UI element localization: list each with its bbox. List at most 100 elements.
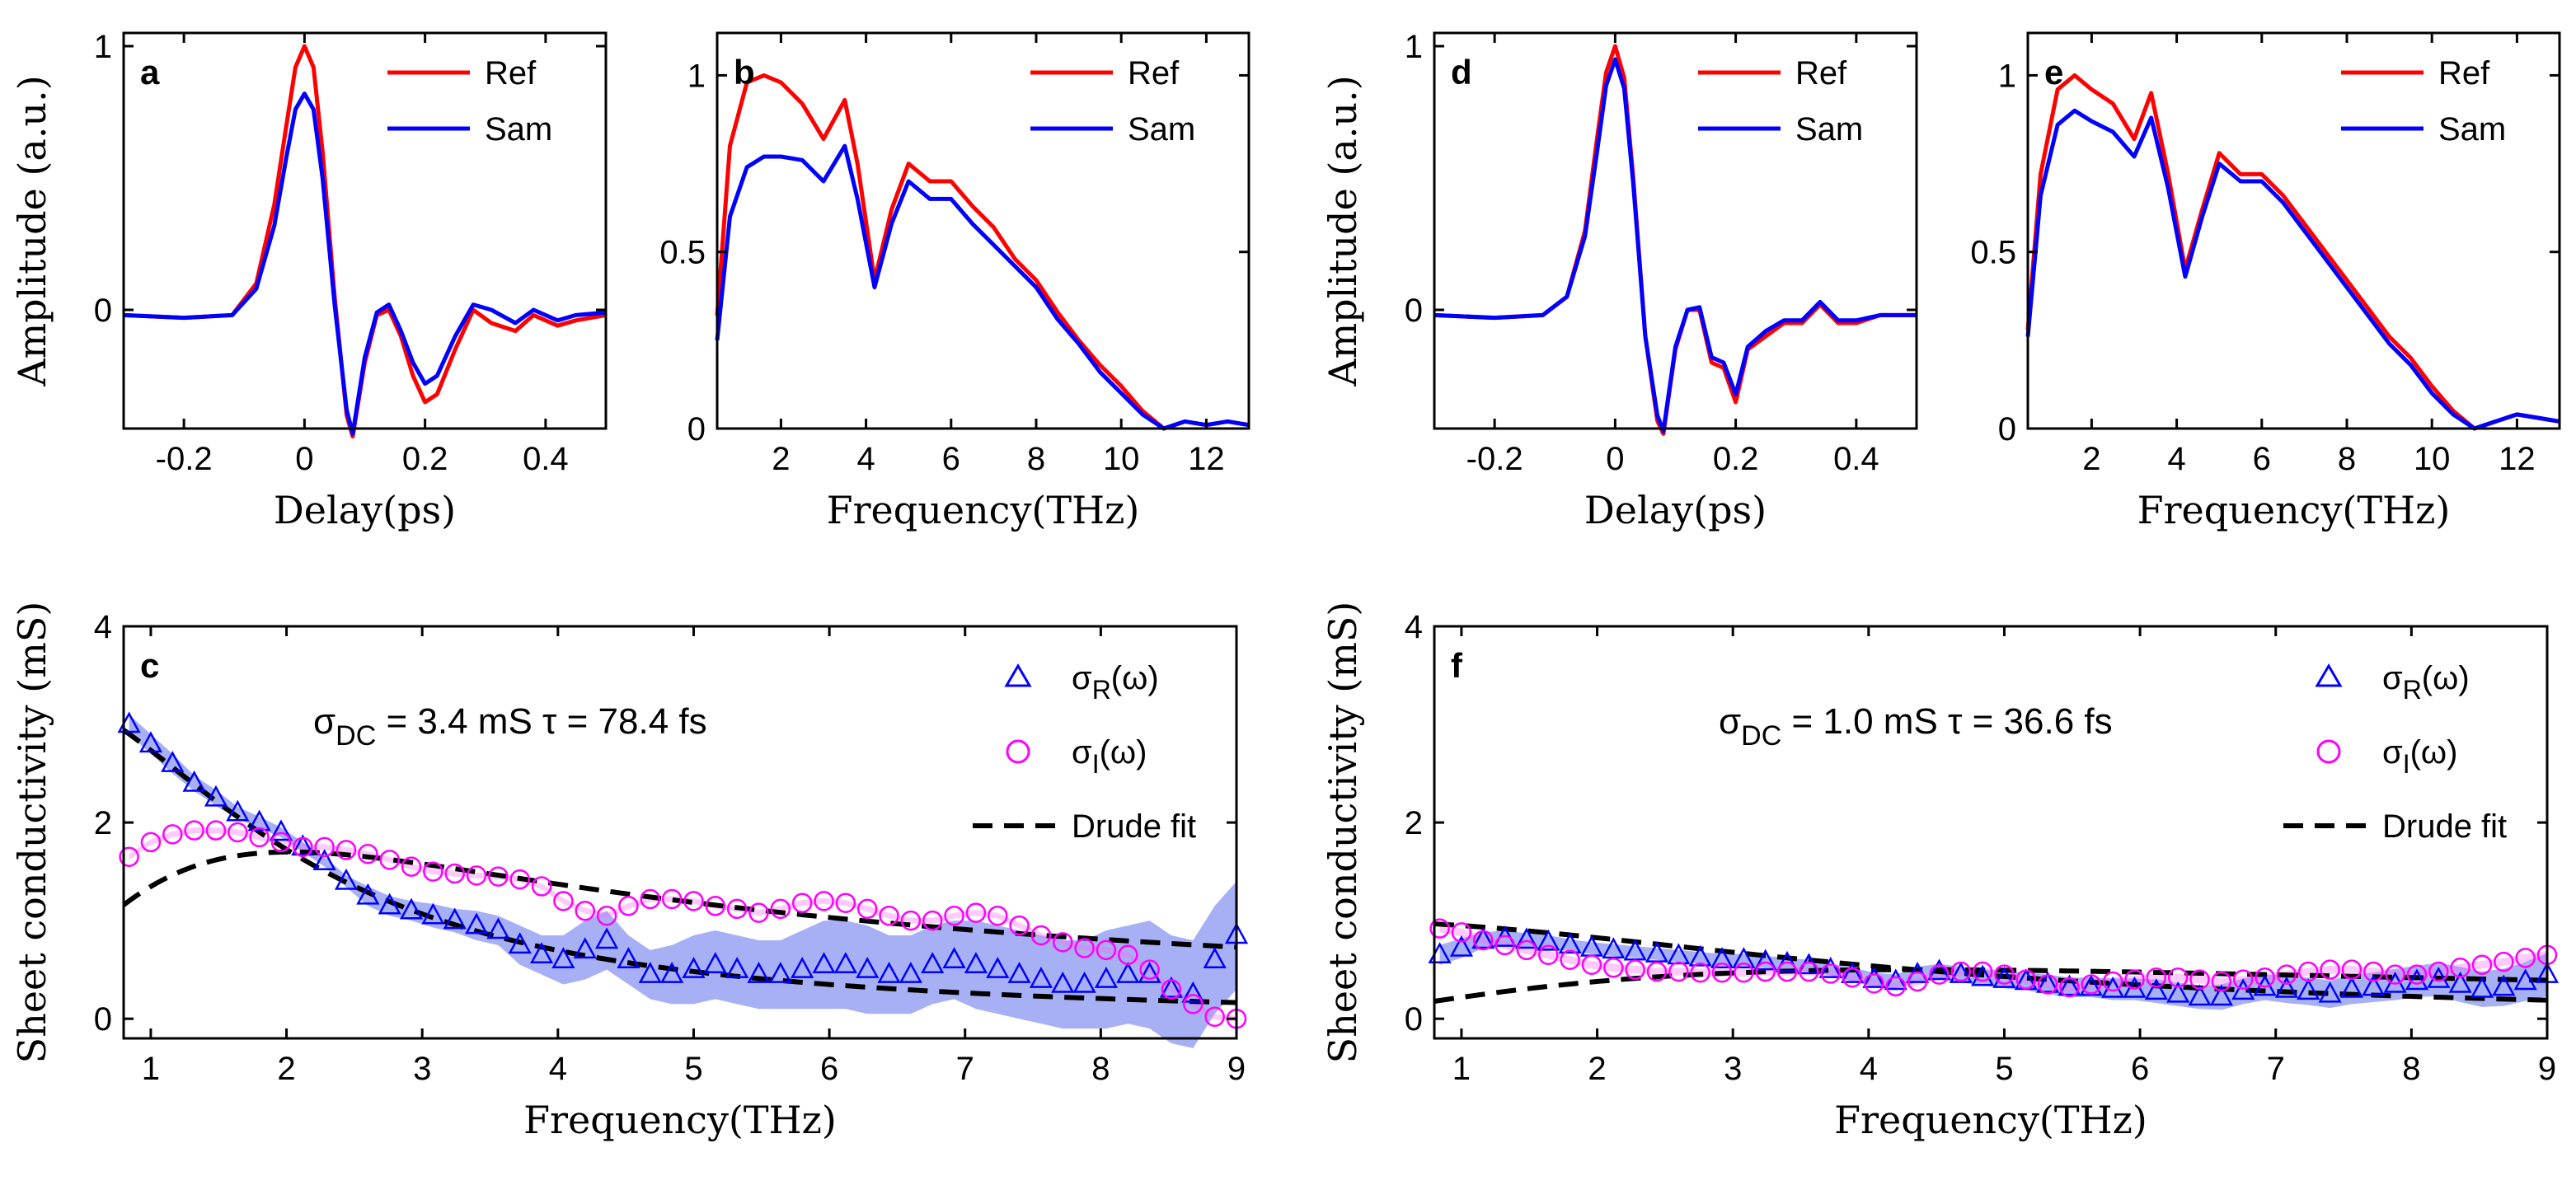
panel-e: 2 4 6 8 10 12 0 0.5 1 Frequency(THz) e Ref Sam [1970, 31, 2561, 532]
sigma-i-point [835, 892, 856, 913]
plot-frame [1433, 625, 2549, 1040]
panel-label: d [1451, 53, 1472, 91]
legend-label: Drude fit [2382, 808, 2507, 845]
sigma-i-point [1074, 938, 1095, 958]
sigma-r-point [1927, 958, 1951, 981]
y-tick-label: 0 [1405, 1001, 1423, 1038]
sigma-i-point [640, 888, 661, 910]
legend-label-sub: R [2403, 675, 2422, 705]
x-tick-label: 6 [820, 1051, 838, 1087]
x-tick-label: 0.4 [1833, 441, 1879, 477]
sigma-i-point [1864, 973, 1884, 994]
legend-label-sam: Sam [1795, 111, 1863, 148]
sigma-r-point [551, 947, 575, 969]
sigma-r-point [1159, 976, 1184, 998]
x-tick-label: 9 [1227, 1051, 1246, 1087]
sigma-i-point [1451, 922, 1472, 943]
sigma-r-point [1181, 981, 1205, 1003]
legend-label-arg: (ω) [2410, 734, 2458, 771]
sigma-i-point [2232, 969, 2254, 990]
sigma-r-point [725, 957, 749, 978]
sigma-i-point [596, 905, 617, 926]
sigma-r-point [573, 937, 597, 959]
sigma-r-point [2058, 974, 2081, 996]
sigma-i-point [401, 856, 422, 877]
series-line-sam [1433, 57, 1917, 433]
sigma-i-point [249, 827, 270, 848]
sigma-i-point [661, 888, 683, 910]
sigma-r-point [508, 932, 532, 954]
series-line-sam [2025, 108, 2560, 431]
legend-label-sub: I [1092, 749, 1100, 779]
sigma-i-point [1429, 918, 1450, 939]
x-tick-label: 1 [142, 1051, 160, 1087]
x-axis-label: Frequency(THz) [827, 488, 1140, 532]
sigma-r-point [617, 947, 640, 969]
sigma-r-point [1710, 947, 1734, 969]
sigma-i-point [879, 905, 899, 926]
y-tick-label: 0.5 [1970, 235, 2016, 271]
legend-label-ref: Ref [1128, 55, 1180, 91]
x-tick-label: 9 [2538, 1051, 2556, 1087]
sigma-i-point [140, 832, 162, 853]
sigma-r-point [2166, 981, 2190, 1003]
sigma-r-point [312, 849, 336, 870]
x-tick-label: 3 [413, 1051, 431, 1087]
sigma-i-point [2515, 948, 2536, 968]
sigma-r-point [1471, 927, 1495, 949]
sigma-i-point [488, 866, 509, 887]
sigma-r-point [247, 809, 271, 832]
sigma-r-point [1558, 932, 1582, 954]
x-tick-label: 12 [2499, 441, 2536, 477]
plot-frame [122, 31, 608, 430]
y-tick-label: 0 [1998, 411, 2016, 447]
sigma-r-point [1992, 966, 2016, 988]
legend-label: σR(ω) [1072, 660, 1159, 705]
sigma-i-point [2102, 971, 2123, 992]
plot-background [1434, 33, 1917, 429]
sigma-r-point [791, 957, 814, 978]
x-tick-label: 0.4 [523, 441, 569, 477]
sigma-i-point [748, 902, 769, 923]
annot-values: = 3.4 mS τ = 78.4 fs [376, 701, 706, 742]
sigma-i-point [2341, 959, 2363, 980]
y-tick-label: 0 [94, 293, 112, 329]
sigma-r-point [2297, 978, 2320, 1000]
x-axis-label: Frequency(THz) [1834, 1098, 2147, 1142]
sigma-r-point [2101, 976, 2125, 998]
sigma-i-point [1842, 967, 1863, 988]
sigma-r-point [421, 902, 445, 925]
fit-parameters-annotation: σDC = 1.0 mS τ = 36.6 fs [1719, 701, 2113, 752]
y-tick-label: 1 [94, 29, 112, 65]
legend-label-arg: (ω) [1111, 660, 1159, 696]
sigma-r-point [1449, 935, 1474, 957]
legend-label-main: σ [1072, 660, 1092, 696]
sigma-i-point [2428, 961, 2449, 982]
sigma-r-point [768, 962, 792, 983]
sigma-i-point [1096, 939, 1117, 961]
sigma-r-point [2339, 976, 2364, 998]
sigma-r-point [2079, 974, 2103, 996]
sigma-i-point [119, 846, 139, 868]
sigma-i-point [2320, 959, 2340, 980]
sigma-r-point [2209, 984, 2233, 1006]
sigma-i-point [683, 891, 704, 911]
sigma-r-point [2144, 978, 2168, 1000]
sigma-r-point [2448, 971, 2472, 993]
sigma-r-point [1116, 962, 1140, 983]
sigma-r-point [1029, 966, 1053, 988]
sigma-i-point [293, 836, 313, 858]
sigma-r-point [291, 834, 315, 856]
sigma-r-point [334, 868, 359, 890]
sigma-i-point [2211, 971, 2232, 992]
sigma-i-point [1929, 964, 1950, 985]
drude-fit-real-line [122, 728, 1237, 1005]
legend-label-main: σ [2382, 660, 2403, 696]
y-axis-label: Sheet conductivity (mS) [10, 602, 54, 1064]
legend-label-main: Drude fit [1072, 808, 1196, 845]
plot-frame [716, 31, 1250, 430]
sigma-r-point [1007, 962, 1031, 983]
sigma-i-point [162, 824, 183, 845]
legend-label: σI(ω) [2382, 734, 2457, 779]
sigma-r-point [2513, 968, 2537, 991]
